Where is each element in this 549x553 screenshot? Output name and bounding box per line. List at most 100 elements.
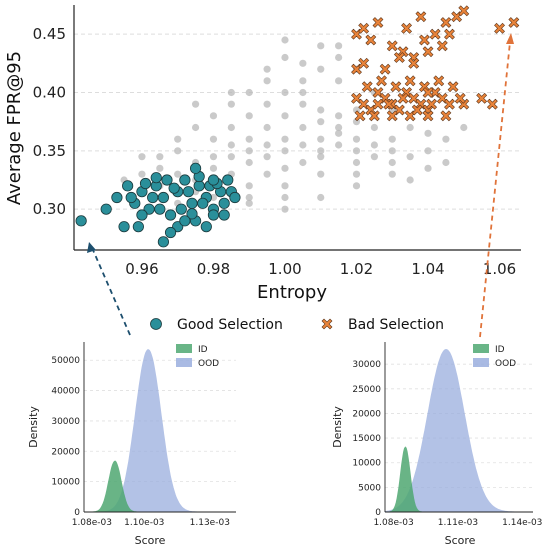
gray-point [281, 112, 289, 120]
gray-point [209, 153, 218, 161]
good-point [136, 209, 148, 221]
bad-selection-points [351, 5, 520, 122]
gray-point [442, 135, 450, 143]
good-point [168, 182, 180, 194]
right-legend-swatch [473, 358, 489, 367]
gray-point [424, 164, 432, 172]
left-y-tick-label: 0 [74, 508, 80, 518]
good-point [122, 180, 134, 192]
gray-point [191, 123, 200, 132]
gray-point [335, 77, 343, 85]
gray-point [370, 123, 378, 132]
bad-point [408, 57, 420, 69]
bad-point [447, 81, 459, 93]
right-x-tick-label: 1.14e-03 [502, 518, 542, 528]
good-point [175, 203, 187, 215]
bad-point [393, 52, 405, 63]
gray-point [281, 205, 289, 213]
gray-point [317, 118, 325, 126]
right-x-axis-label: Score [445, 534, 476, 547]
bad-point [422, 46, 434, 58]
good-point [179, 215, 191, 227]
good-point [125, 191, 137, 204]
good-point [164, 226, 177, 239]
left-ood-area [84, 349, 236, 513]
gray-point [174, 147, 182, 155]
main-x-tick-label: 1.06 [483, 260, 516, 278]
good-point [189, 162, 202, 174]
left-y-tick-label: 40000 [51, 387, 80, 397]
gray-point [281, 182, 289, 190]
gray-point [317, 147, 325, 155]
legend-bad-marker [321, 318, 333, 330]
gray-point [299, 88, 307, 97]
bad-point [433, 75, 445, 87]
gray-points [120, 36, 468, 213]
left-density-plot: 1.08e-03 1.10e-03 1.13e-03 0 10000 20000 3000… [27, 342, 236, 547]
main-x-tick-label: 0.96 [125, 260, 158, 278]
bad-point [379, 63, 391, 75]
gray-point [227, 141, 235, 149]
gray-point [227, 153, 235, 161]
gray-point [227, 123, 235, 132]
gray-point [138, 153, 146, 161]
right-y-tick-label: 25000 [352, 385, 381, 395]
good-point [150, 172, 162, 184]
bad-point [358, 22, 370, 34]
gray-point [263, 65, 271, 73]
gray-point [209, 193, 218, 202]
gray-point [370, 141, 378, 149]
gray-point [388, 158, 396, 167]
gray-point [388, 170, 396, 178]
bad-point [397, 92, 409, 104]
bad-point [383, 98, 395, 110]
gray-point [209, 164, 218, 172]
bad-point [361, 81, 373, 93]
gray-point [317, 135, 325, 143]
gray-point [209, 112, 218, 120]
bad-point [404, 75, 416, 87]
gray-point [299, 141, 307, 149]
right-y-tick-label: 10000 [352, 459, 381, 469]
good-point [111, 191, 123, 204]
bad-point [358, 57, 370, 69]
good-point [75, 215, 87, 227]
left-legend: ID OOD [176, 344, 219, 369]
good-point [179, 174, 191, 186]
gray-point [370, 153, 378, 161]
right-y-axis-label: Density [331, 406, 344, 448]
right-y-tick-label: 30000 [352, 360, 381, 370]
right-x-ticks: 1.08e-03 1.11e-03 1.14e-03 [373, 518, 542, 528]
gray-point [245, 199, 253, 207]
gray-point [281, 147, 289, 155]
bad-point [476, 92, 488, 104]
gray-point [352, 182, 361, 190]
gray-point [317, 170, 325, 178]
bad-point [368, 110, 380, 122]
gray-point [281, 36, 289, 44]
good-selection-points [75, 162, 241, 248]
main-x-tick-label: 1.00 [268, 260, 301, 278]
gray-point [424, 147, 432, 155]
main-x-ticks: 0.96 0.98 1.00 1.02 1.04 1.06 [125, 260, 516, 278]
good-point [193, 180, 205, 192]
gray-point [352, 147, 361, 155]
gray-point [245, 158, 253, 167]
gray-point [174, 135, 182, 143]
gray-point [263, 123, 271, 132]
left-legend-label: OOD [198, 359, 219, 369]
bad-point [372, 98, 384, 110]
bad-point [386, 40, 398, 52]
good-point [186, 208, 198, 220]
main-scatter-plot: 0.96 0.98 1.00 1.02 1.04 1.06 0.30 0.35 0.40 0.4… [4, 5, 521, 303]
main-y-tick-label: 0.40 [33, 84, 66, 102]
left-y-tick-label: 10000 [51, 478, 80, 488]
bad-point [444, 28, 455, 40]
bad-point [415, 11, 427, 23]
gray-point [388, 147, 396, 155]
good-point [222, 174, 234, 186]
gray-point [317, 42, 325, 50]
main-y-tick-label: 0.45 [33, 25, 66, 43]
gray-point [406, 153, 414, 161]
gray-point [281, 135, 289, 143]
